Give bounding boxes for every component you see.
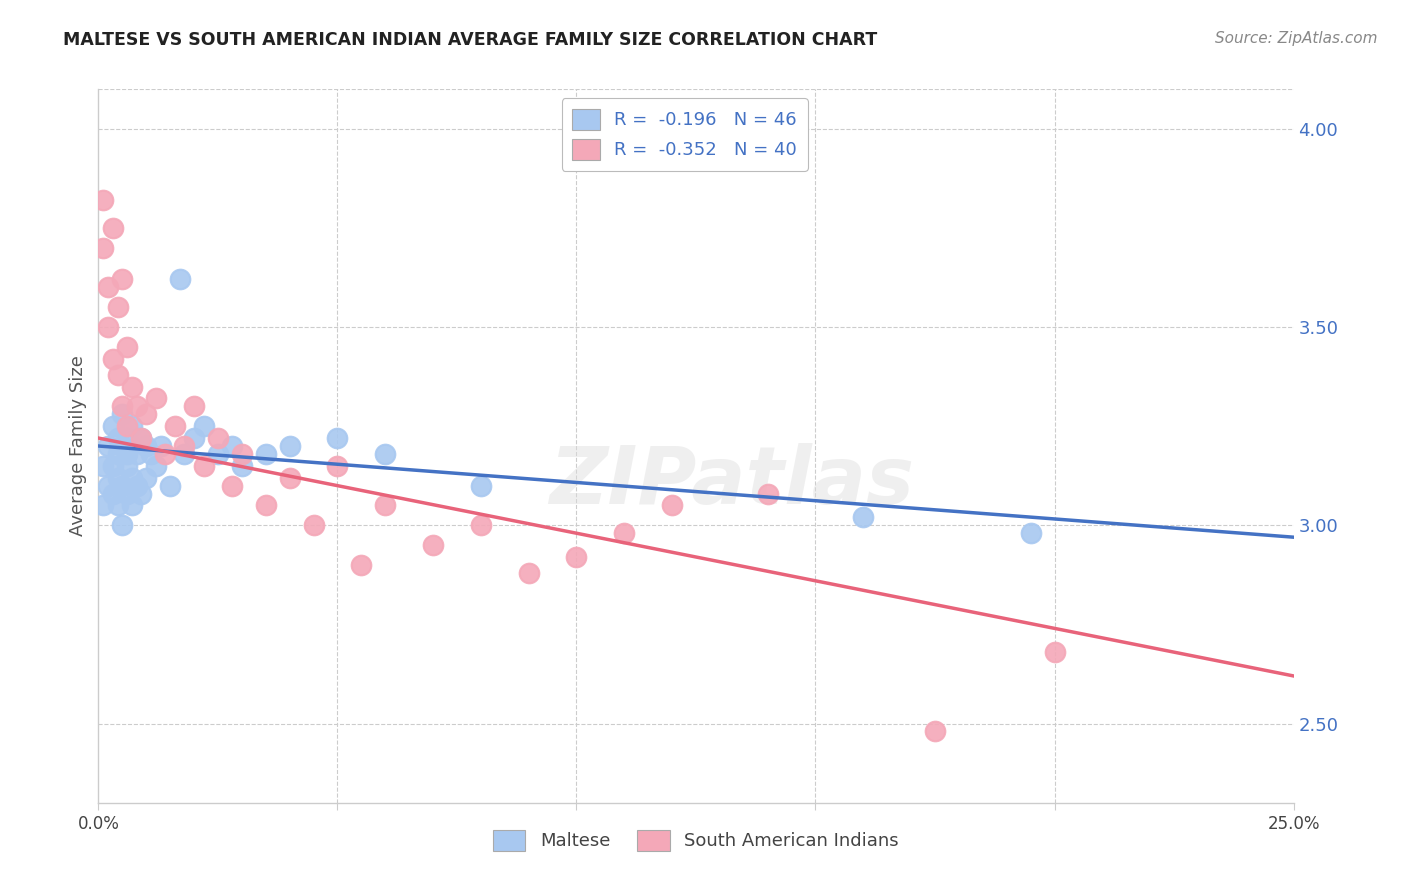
Point [565,549,588,564]
Point [145,392,167,406]
Point [661,499,683,513]
Point [97,320,120,334]
Point [1019,526,1042,541]
Point [107,471,129,485]
Point [115,431,138,445]
Point [121,379,143,393]
Point [135,407,157,421]
Point [111,478,134,492]
Point [231,458,253,473]
Point [221,478,243,492]
Point [326,431,349,445]
Point [107,300,129,314]
Point [107,447,129,461]
Point [121,419,143,434]
Point [125,447,148,461]
Point [350,558,373,572]
Point [101,486,124,500]
Point [121,471,143,485]
Text: MALTESE VS SOUTH AMERICAN INDIAN AVERAGE FAMILY SIZE CORRELATION CHART: MALTESE VS SOUTH AMERICAN INDIAN AVERAGE… [63,31,877,49]
Point [207,447,229,461]
Point [125,400,148,414]
Point [101,351,124,366]
Y-axis label: Average Family Size: Average Family Size [69,356,87,536]
Point [139,447,162,461]
Point [231,447,253,461]
Point [207,431,229,445]
Point [193,458,215,473]
Point [254,499,277,513]
Point [278,439,301,453]
Point [91,499,114,513]
Point [374,447,396,461]
Point [470,518,492,533]
Point [924,724,946,739]
Point [422,538,444,552]
Point [91,241,114,255]
Point [1043,645,1066,659]
Text: Source: ZipAtlas.com: Source: ZipAtlas.com [1215,31,1378,46]
Point [115,447,138,461]
Point [374,499,396,513]
Point [254,447,277,461]
Point [155,447,177,461]
Point [135,471,157,485]
Point [145,458,167,473]
Point [101,221,124,235]
Point [91,193,114,207]
Point [111,407,134,421]
Point [470,478,492,492]
Point [115,340,138,354]
Point [159,478,181,492]
Point [278,471,301,485]
Point [97,478,120,492]
Point [115,419,138,434]
Point [107,368,129,382]
Point [97,280,120,294]
Point [149,439,172,453]
Point [302,518,325,533]
Point [613,526,636,541]
Point [121,499,143,513]
Point [183,431,205,445]
Text: ZIPatlas: ZIPatlas [550,442,914,521]
Point [111,439,134,453]
Point [131,486,153,500]
Point [173,439,195,453]
Point [221,439,243,453]
Point [169,272,191,286]
Point [756,486,779,500]
Point [193,419,215,434]
Point [91,458,114,473]
Point [111,272,134,286]
Legend: Maltese, South American Indians: Maltese, South American Indians [485,822,907,858]
Point [852,510,875,524]
Point [326,458,349,473]
Point [135,439,157,453]
Point [183,400,205,414]
Point [111,400,134,414]
Point [107,499,129,513]
Point [101,419,124,434]
Point [131,431,153,445]
Point [115,458,138,473]
Point [163,419,186,434]
Point [115,486,138,500]
Point [131,431,153,445]
Point [125,478,148,492]
Point [101,458,124,473]
Point [111,518,134,533]
Point [97,439,120,453]
Point [173,447,195,461]
Point [107,431,129,445]
Point [517,566,540,580]
